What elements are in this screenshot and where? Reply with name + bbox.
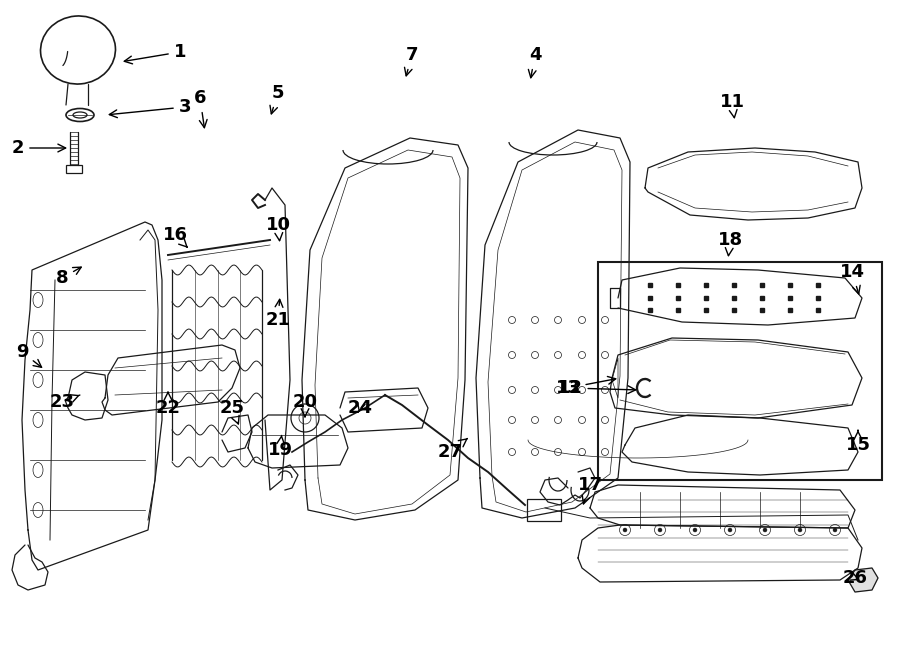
Text: 2: 2 [12, 139, 66, 157]
Text: 18: 18 [717, 231, 742, 256]
Text: 24: 24 [347, 399, 373, 417]
Circle shape [623, 528, 627, 532]
Circle shape [658, 528, 662, 532]
Text: 8: 8 [56, 267, 81, 287]
Text: 3: 3 [109, 98, 191, 118]
Text: 25: 25 [220, 399, 245, 424]
Text: 23: 23 [50, 393, 80, 411]
Text: 17: 17 [578, 476, 602, 504]
Text: 11: 11 [719, 93, 744, 118]
Text: 19: 19 [267, 436, 293, 459]
Text: 6: 6 [194, 89, 207, 128]
Text: 7: 7 [404, 46, 419, 76]
Text: 27: 27 [437, 438, 467, 461]
Text: 20: 20 [292, 393, 318, 417]
Circle shape [798, 528, 802, 532]
Circle shape [763, 528, 767, 532]
Text: 26: 26 [842, 569, 868, 587]
Circle shape [833, 528, 837, 532]
Polygon shape [848, 568, 878, 592]
Text: 1: 1 [124, 43, 186, 64]
Text: 22: 22 [156, 392, 181, 417]
Circle shape [693, 528, 697, 532]
Text: 13: 13 [555, 377, 616, 397]
Text: 5: 5 [270, 84, 284, 114]
Text: 12: 12 [557, 379, 635, 397]
Bar [598, 262, 882, 480]
Text: 16: 16 [163, 226, 187, 247]
Text: 21: 21 [266, 299, 291, 329]
Text: 14: 14 [840, 263, 865, 294]
Text: 9: 9 [16, 343, 41, 368]
Text: 15: 15 [845, 430, 870, 454]
Circle shape [728, 528, 732, 532]
Text: 10: 10 [266, 216, 291, 241]
Text: 4: 4 [528, 46, 541, 78]
